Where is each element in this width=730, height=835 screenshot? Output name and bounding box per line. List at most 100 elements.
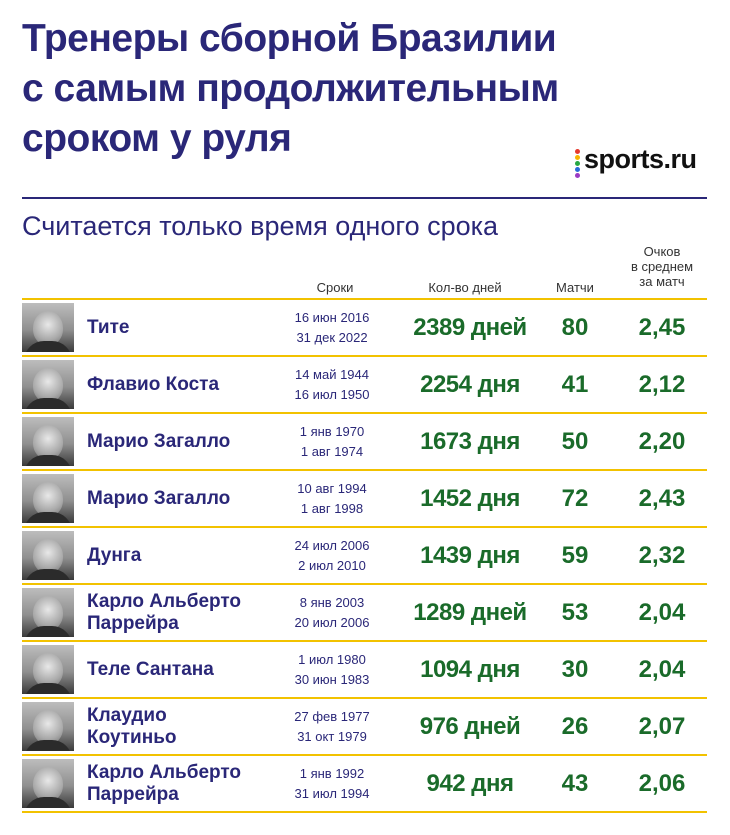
term-dates: 10 авг 1994 1 авг 1998 (272, 479, 392, 519)
matches-count: 53 (561, 598, 589, 626)
term-start-date: 1 июл 1980 (298, 652, 366, 667)
term-dates: 24 июл 2006 2 июл 2010 (272, 536, 392, 576)
matches-count: 72 (561, 484, 589, 512)
term-start-date: 24 июл 2006 (294, 538, 370, 553)
matches-count: 80 (561, 313, 589, 341)
face-shape (33, 710, 63, 744)
coach-name: Тите (87, 300, 287, 355)
face-shape (33, 653, 63, 687)
matches-count: 30 (561, 655, 589, 683)
shoulders-shape (24, 341, 72, 352)
term-start-date: 27 фев 1977 (294, 709, 370, 724)
face-shape (33, 311, 63, 345)
face-shape (33, 482, 63, 516)
term-dates: 16 июн 2016 31 дек 2022 (272, 308, 392, 348)
table-row: Клаудио Коутиньо 27 фев 1977 31 окт 1979 976… (22, 697, 707, 754)
table-row: Теле Сантана 1 июл 1980 30 июн 1983 1094 дн… (22, 640, 707, 697)
days-count: 976 дней (419, 712, 521, 740)
column-header-days: Кол-во дней (428, 280, 502, 295)
page-title: Тренеры сборной Бразилии с самым продолж… (22, 14, 582, 164)
term-start-date: 14 май 1944 (294, 367, 370, 382)
avg-points: 2,20 (638, 427, 686, 455)
column-header-terms: Сроки (316, 280, 354, 295)
logo-dot (575, 173, 580, 178)
coach-name-line: Паррейра (87, 783, 179, 805)
shoulders-shape (24, 569, 72, 580)
term-end-date: 31 окт 1979 (297, 729, 367, 744)
coach-name-line: Марио Загалло (87, 430, 231, 452)
sports-ru-logo: sports.ru (570, 142, 710, 182)
shoulders-shape (24, 683, 72, 694)
term-end-date: 1 авг 1998 (300, 501, 364, 516)
avg-points: 2,32 (638, 541, 686, 569)
term-dates: 8 янв 2003 20 июл 2006 (272, 593, 392, 633)
term-dates: 14 май 1944 16 июл 1950 (272, 365, 392, 405)
logo-dots (575, 149, 581, 179)
term-end-date: 20 июл 2006 (294, 615, 370, 630)
term-end-date: 31 дек 2022 (296, 330, 368, 345)
face-shape (33, 425, 63, 459)
table-row: Марио Загалло 10 авг 1994 1 авг 1998 1452 д… (22, 469, 707, 526)
logo-dot (575, 155, 580, 160)
shoulders-shape (24, 740, 72, 751)
face-shape (33, 596, 63, 630)
coach-name-line: Марио Загалло (87, 487, 231, 509)
coach-name-line: Флавио Коста (87, 373, 220, 395)
term-dates: 1 янв 1970 1 авг 1974 (272, 422, 392, 462)
coach-name: Карло Альберто Паррейра (87, 585, 287, 640)
column-header-avg-points: Очков в среднем за матч (622, 244, 702, 289)
coach-name: Теле Сантана (87, 642, 287, 697)
coach-name: Марио Загалло (87, 414, 287, 469)
term-end-date: 30 июн 1983 (294, 672, 370, 687)
logo-text: sports.ru (584, 144, 697, 174)
coach-name-line: Тите (87, 316, 130, 338)
avg-points: 2,04 (638, 655, 686, 683)
coach-name: Клаудио Коутиньо (87, 699, 287, 754)
term-end-date: 1 авг 1974 (300, 444, 364, 459)
term-start-date: 1 янв 1992 (299, 766, 365, 781)
avg-points: 2,12 (638, 370, 686, 398)
coach-name-line: Карло Альберто (87, 590, 242, 612)
coach-photo (22, 588, 74, 637)
coach-name-line: Клаудио (87, 704, 167, 726)
coach-name-line: Карло Альберто (87, 761, 242, 783)
coach-photo (22, 702, 74, 751)
days-count: 1289 дней (413, 598, 527, 626)
avg-points: 2,43 (638, 484, 686, 512)
title-line: с самым продолжительным (22, 67, 559, 110)
term-end-date: 16 июл 1950 (294, 387, 370, 402)
term-start-date: 10 авг 1994 (297, 481, 367, 496)
coach-photo (22, 417, 74, 466)
term-dates: 27 фев 1977 31 окт 1979 (272, 707, 392, 747)
days-count: 942 дня (426, 769, 514, 797)
avg-points: 2,07 (638, 712, 686, 740)
days-count: 1439 дня (420, 541, 520, 569)
shoulders-shape (24, 398, 72, 409)
coach-name: Карло Альберто Паррейра (87, 756, 287, 811)
table-row: Карло Альберто Паррейра 1 янв 1992 31 июл 1… (22, 754, 707, 813)
shoulders-shape (24, 455, 72, 466)
subtitle: Считается только время одного срока (22, 211, 499, 241)
table-row: Карло Альберто Паррейра 8 янв 2003 20 июл 2… (22, 583, 707, 640)
logo-dot (575, 161, 580, 166)
days-count: 1452 дня (420, 484, 520, 512)
matches-count: 43 (561, 769, 589, 797)
avg-header-line: за матч (639, 274, 685, 289)
table-row: Дунга 24 июл 2006 2 июл 2010 1439 дня 59 2,32 (22, 526, 707, 583)
days-count: 2254 дня (420, 370, 520, 398)
logo-dot (575, 167, 580, 172)
shoulders-shape (24, 797, 72, 808)
matches-count: 50 (561, 427, 589, 455)
matches-count: 26 (561, 712, 589, 740)
coach-photo (22, 474, 74, 523)
face-shape (33, 767, 63, 801)
coaches-table: Тите 16 июн 2016 31 дек 2022 2389 дней 80 2,4… (22, 298, 707, 813)
avg-points: 2,45 (638, 313, 686, 341)
title-line: сроком у руля (22, 117, 292, 160)
table-row: Марио Загалло 1 янв 1970 1 авг 1974 1673 дн… (22, 412, 707, 469)
avg-points: 2,06 (638, 769, 686, 797)
table-row: Флавио Коста 14 май 1944 16 июл 1950 2254 д… (22, 355, 707, 412)
avg-points: 2,04 (638, 598, 686, 626)
title-line: Тренеры сборной Бразилии (22, 17, 557, 60)
term-start-date: 8 янв 2003 (299, 595, 365, 610)
